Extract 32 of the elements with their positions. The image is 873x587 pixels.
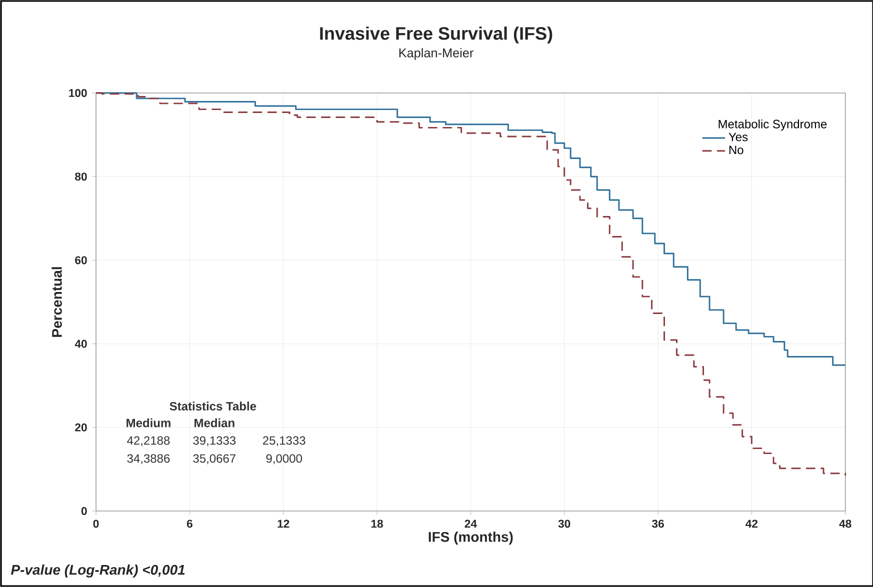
chart-title: Invasive Free Survival (IFS) bbox=[320, 26, 552, 44]
legend-label: Yes bbox=[728, 132, 748, 142]
chart-subtitle: Kaplan-Meier bbox=[399, 48, 474, 60]
y-tick-label: 20 bbox=[75, 423, 87, 432]
y-tick-label: 80 bbox=[75, 172, 87, 181]
y-tick-label: 40 bbox=[74, 340, 87, 348]
x-tick-label: 36 bbox=[652, 520, 664, 528]
x-tick-label: 18 bbox=[371, 520, 383, 528]
x-tick-label: 6 bbox=[186, 520, 192, 528]
annotation: 34,3886 bbox=[127, 454, 170, 464]
annotation: Median bbox=[194, 418, 234, 428]
x-tick-label: 0 bbox=[93, 520, 99, 528]
legend-title: Metabolic Syndrome bbox=[718, 120, 827, 131]
annotation: 35,0667 bbox=[193, 454, 236, 464]
x-tick-label: 12 bbox=[278, 520, 290, 528]
y-tick-label: 0 bbox=[81, 507, 87, 516]
annotation: Medium bbox=[126, 418, 170, 428]
legend-label: No bbox=[729, 146, 744, 154]
x-tick-label: 48 bbox=[839, 520, 852, 528]
annotation: 42,2188 bbox=[127, 436, 170, 446]
annotation: 9,0000 bbox=[266, 454, 302, 464]
annotation: 25,1333 bbox=[263, 436, 306, 446]
x-tick-label: 30 bbox=[558, 520, 570, 528]
y-tick-label: 100 bbox=[69, 89, 87, 98]
x-tick-label: 24 bbox=[464, 520, 477, 528]
x-tick-label: 42 bbox=[746, 520, 758, 528]
y-axis-title: Percentual bbox=[52, 267, 62, 337]
annotation: 39,1333 bbox=[193, 436, 236, 446]
y-tick-label: 60 bbox=[75, 256, 87, 264]
annotation: Statistics Table bbox=[170, 402, 256, 410]
text: P-value (Log-Rank) <0,001 bbox=[10, 564, 185, 578]
x-axis-title: IFS (months) bbox=[428, 532, 513, 545]
